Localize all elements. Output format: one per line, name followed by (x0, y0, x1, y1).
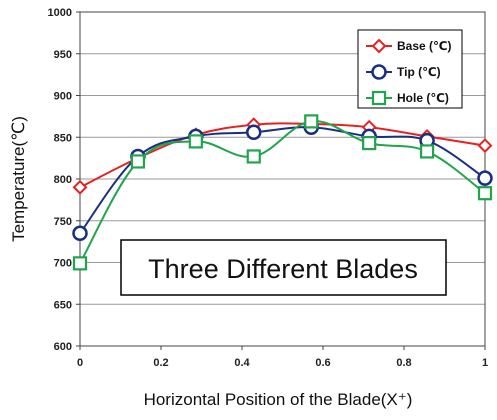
data-point-square (419, 144, 435, 159)
data-point-square (371, 90, 387, 106)
x-tick-label: 0.2 (153, 357, 168, 369)
annotation-frame (120, 239, 447, 296)
data-point-square (130, 154, 146, 169)
series-2 (72, 114, 493, 271)
data-point-square (304, 114, 319, 129)
data-point-diamond (371, 38, 387, 54)
data-point-square (72, 256, 88, 271)
data-point-circle (477, 170, 493, 186)
y-tick-label: 700 (54, 258, 72, 270)
series-layer (72, 114, 493, 271)
annotation-text: Three Different Blades (148, 254, 418, 284)
y-tick-label: 800 (54, 174, 72, 186)
x-tick-label: 0 (77, 357, 83, 369)
y-tick-label: 950 (54, 49, 72, 61)
y-tick-label: 650 (54, 299, 72, 311)
data-point-square (188, 134, 203, 149)
legend-label: Hole (℃) (397, 91, 449, 105)
x-tick-label: 0.4 (234, 357, 250, 369)
x-tick-label: 0.8 (396, 357, 411, 369)
legend-label: Base (℃) (397, 39, 452, 53)
data-point-circle (245, 124, 262, 140)
data-point-circle (72, 225, 88, 242)
y-tick-label: 900 (54, 91, 72, 103)
y-tick-label: 850 (54, 132, 72, 144)
data-point-diamond (477, 138, 493, 154)
y-axis-title: Temperature(℃) (9, 116, 28, 242)
y-tick-label: 750 (54, 216, 72, 228)
data-point-square (477, 186, 493, 201)
x-tick-label: 1 (482, 357, 488, 369)
legend: Base (℃) Tip (℃) Hole (℃) (357, 29, 463, 109)
ticks-layer: 600 650 700 750 800 850 900 950 1000 0 0.2 0.4 0.6 0.… (48, 7, 489, 369)
x-axis-title: Horizontal Position of the Blade(X⁺) (144, 390, 413, 409)
legend-label: Tip (℃) (397, 65, 441, 79)
annotation-box: Three Different Blades (120, 239, 447, 296)
x-tick-label: 0.6 (315, 357, 330, 369)
data-point-diamond (72, 179, 88, 195)
data-point-circle (371, 64, 387, 80)
data-point-square (362, 135, 377, 151)
y-tick-label: 1000 (48, 7, 72, 19)
y-tick-label: 600 (54, 341, 72, 353)
data-point-square (246, 149, 261, 164)
